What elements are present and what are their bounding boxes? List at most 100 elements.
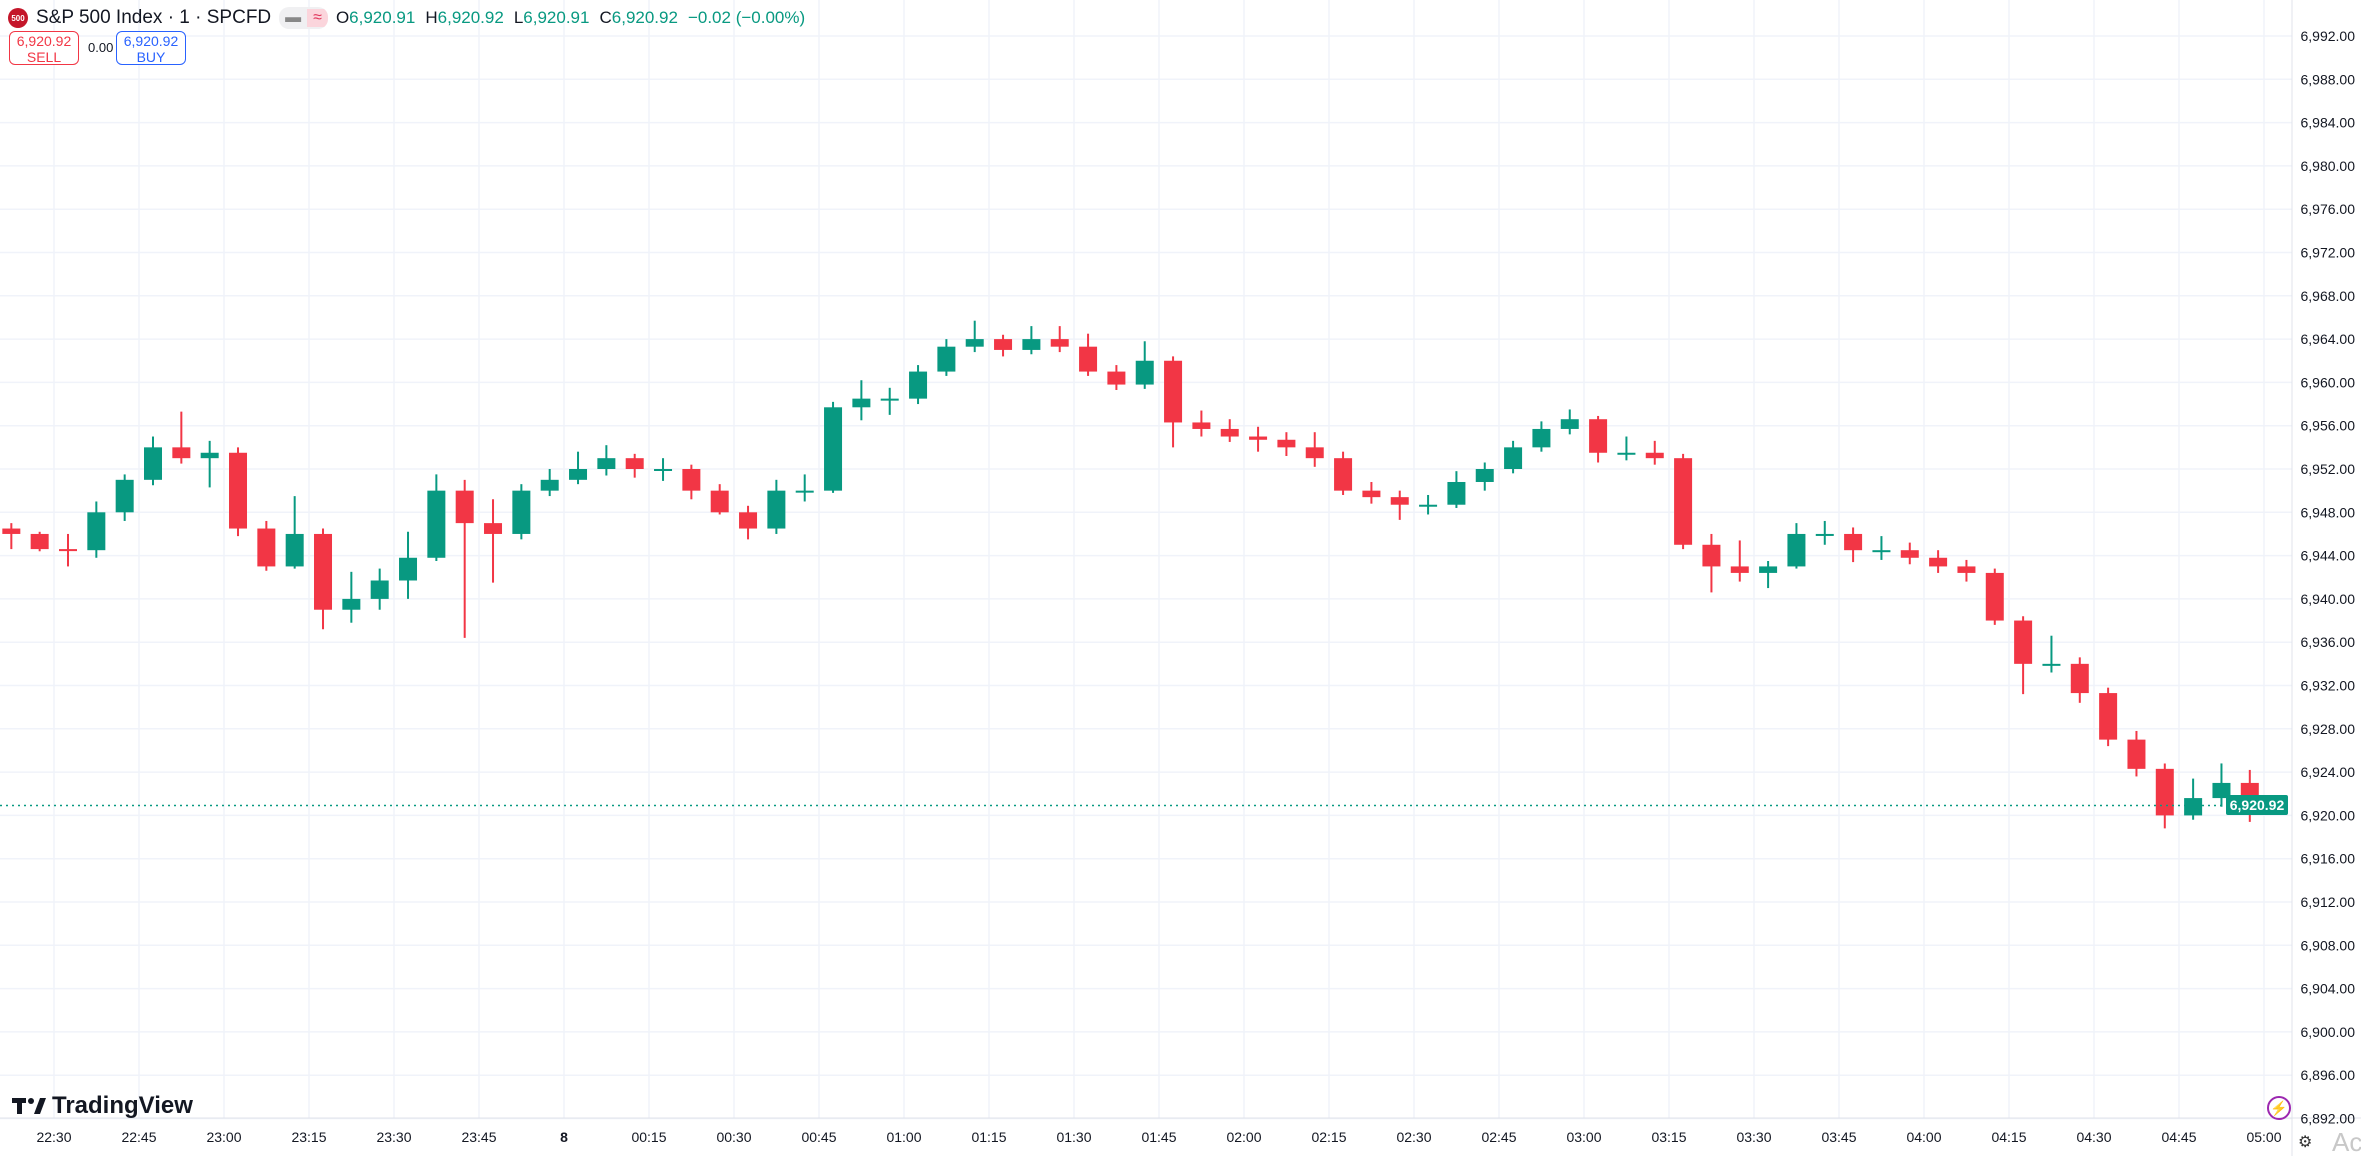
- candle: [965, 320, 984, 353]
- time-tick-label: 00:30: [716, 1129, 751, 1145]
- sell-label: SELL: [26, 49, 62, 65]
- candle-body: [795, 490, 814, 493]
- current-price-label: 6,920.92: [2226, 795, 2288, 815]
- candle-body: [144, 447, 163, 480]
- candle: [2099, 687, 2118, 747]
- candle: [30, 531, 49, 552]
- candle-body: [682, 469, 701, 491]
- time-tick-label: 23:15: [291, 1129, 326, 1145]
- candle-body: [2127, 739, 2146, 769]
- price-axis[interactable]: 6,992.00 6,988.00 6,984.00 6,980.00 6,976.00…: [2301, 28, 2356, 1127]
- close-label: C: [599, 8, 612, 27]
- tradingview-logo[interactable]: TradingView: [12, 1092, 193, 1120]
- candle-body: [597, 458, 616, 469]
- candle-body: [1277, 439, 1296, 448]
- candle-body: [30, 533, 49, 550]
- time-tick-label: 22:30: [36, 1129, 71, 1145]
- candle-body: [1815, 533, 1834, 536]
- candle: [2, 523, 21, 550]
- candle-body: [2014, 620, 2033, 664]
- price-tick-label: 6,952.00: [2301, 461, 2356, 477]
- approx-icon[interactable]: ≈: [307, 9, 328, 27]
- candle: [370, 568, 389, 610]
- candles: [2, 320, 2259, 829]
- low-label: L: [513, 8, 524, 27]
- time-tick-label: 00:15: [631, 1129, 666, 1145]
- buy-label: BUY: [136, 49, 166, 65]
- indicator-pill[interactable]: ▬ ≈: [279, 7, 328, 29]
- candle-body: [994, 339, 1013, 350]
- candle: [455, 479, 474, 638]
- price-tick-label: 6,944.00: [2301, 548, 2356, 564]
- candle-body: [200, 452, 219, 459]
- price-tick-label: 6,892.00: [2301, 1111, 2356, 1127]
- candle-body: [2184, 798, 2203, 816]
- candle: [937, 339, 956, 376]
- time-tick-label: 03:00: [1566, 1129, 1601, 1145]
- candle: [2212, 763, 2231, 807]
- candle-body: [1589, 419, 1608, 453]
- candle: [484, 499, 503, 583]
- candle-body: [1617, 452, 1636, 455]
- candle-body: [2042, 663, 2061, 666]
- sell-button[interactable]: 6,920.92 SELL: [9, 31, 79, 65]
- candle: [569, 451, 588, 485]
- candle-body: [172, 447, 191, 459]
- time-tick-label: 8: [560, 1129, 568, 1145]
- candle-body: [59, 549, 77, 552]
- candle-body: [1447, 481, 1466, 505]
- price-tick-label: 6,896.00: [2301, 1067, 2356, 1083]
- time-tick-label: 04:45: [2161, 1129, 2196, 1145]
- buy-button[interactable]: 6,920.92 BUY: [116, 31, 186, 65]
- candle-body: [824, 407, 843, 491]
- lightning-icon[interactable]: ⚡: [2267, 1096, 2291, 1120]
- price-tick-label: 6,924.00: [2301, 764, 2356, 780]
- time-tick-label: 01:15: [971, 1129, 1006, 1145]
- candle-body: [1107, 371, 1126, 385]
- candle-body: [115, 479, 134, 513]
- candle: [654, 458, 673, 481]
- candle: [342, 571, 361, 623]
- candle: [87, 501, 106, 558]
- candle-body: [484, 523, 503, 534]
- candle-body: [1872, 550, 1891, 553]
- spread-value: 0.00: [88, 40, 114, 55]
- candle: [200, 440, 219, 488]
- candle: [1022, 326, 1041, 355]
- time-tick-label: 23:45: [461, 1129, 496, 1145]
- candle-body: [569, 469, 588, 480]
- minus-icon[interactable]: ▬: [285, 9, 302, 26]
- price-tick-label: 6,984.00: [2301, 115, 2356, 131]
- price-tick-label: 6,964.00: [2301, 331, 2356, 347]
- candle-body: [1249, 436, 1268, 440]
- candle: [1759, 561, 1778, 589]
- candle-body: [1135, 360, 1154, 385]
- time-tick-label: 04:30: [2076, 1129, 2111, 1145]
- candle-body: [1702, 544, 1721, 567]
- candle: [2127, 730, 2146, 777]
- candle-body: [1985, 572, 2004, 621]
- candle: [1192, 410, 1211, 437]
- settings-icon[interactable]: ⚙: [2298, 1134, 2313, 1151]
- price-tick-label: 6,900.00: [2301, 1024, 2356, 1040]
- candle: [115, 474, 134, 521]
- symbol-title[interactable]: S&P 500 Index · 1 · SPCFD: [36, 7, 272, 28]
- change-value: −0.02 (−0.00%): [687, 8, 806, 27]
- candle: [1674, 453, 1693, 550]
- candle-body: [1475, 469, 1494, 482]
- candle-body: [1929, 557, 1948, 567]
- time-tick-label: 03:15: [1651, 1129, 1686, 1145]
- candle: [512, 484, 531, 540]
- candle: [767, 479, 786, 534]
- brand-name: TradingView: [52, 1092, 193, 1119]
- candle: [1249, 426, 1268, 452]
- open-label: O: [335, 8, 350, 27]
- price-tick-label: 6,912.00: [2301, 894, 2356, 910]
- candle: [1787, 523, 1806, 569]
- candle: [1532, 421, 1551, 452]
- candle-body: [1164, 360, 1183, 423]
- time-axis[interactable]: 22:30 22:45 23:00 23:15 23:30 23:45 8 00:15 00:3…: [36, 1129, 2281, 1145]
- candle: [1589, 415, 1608, 463]
